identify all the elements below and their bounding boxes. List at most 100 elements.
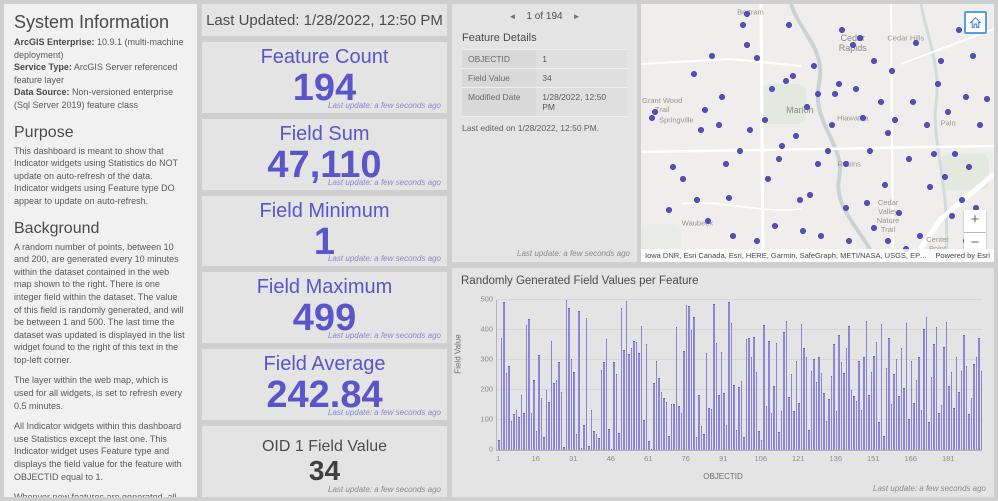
map-feature-point[interactable]: [803, 104, 810, 111]
map-feature-point[interactable]: [976, 122, 983, 129]
bar: [810, 370, 812, 450]
map-feature-point[interactable]: [789, 73, 796, 80]
map-feature-point[interactable]: [666, 207, 673, 214]
map-feature-point[interactable]: [959, 197, 966, 204]
map-feature-point[interactable]: [698, 127, 704, 134]
map-feature-point[interactable]: [680, 176, 687, 183]
map-feature-point[interactable]: [828, 122, 835, 129]
map-feature-point[interactable]: [867, 148, 874, 155]
map-feature-point[interactable]: [842, 204, 849, 211]
map-feature-point[interactable]: [938, 57, 945, 64]
map-feature-point[interactable]: [669, 163, 676, 170]
map-feature-point[interactable]: [754, 55, 761, 62]
map-feature-point[interactable]: [719, 93, 726, 100]
map-feature-point[interactable]: [856, 34, 863, 41]
map-feature-point[interactable]: [722, 160, 729, 167]
map-feature-point[interactable]: [895, 209, 902, 216]
map-feature-point[interactable]: [775, 155, 782, 162]
map-feature-point[interactable]: [754, 238, 761, 245]
map-feature-point[interactable]: [962, 93, 969, 100]
indicator-widget: Field Average 242.84 Last update: a few …: [202, 349, 447, 421]
map-feature-point[interactable]: [870, 225, 877, 232]
map-feature-point[interactable]: [779, 142, 786, 149]
map-feature-point[interactable]: [916, 233, 923, 240]
map-zoom-in-button[interactable]: +: [964, 210, 986, 232]
map-feature-point[interactable]: [839, 26, 846, 33]
map-home-button[interactable]: [964, 11, 987, 34]
map-feature-point[interactable]: [825, 148, 832, 155]
map-feature-point[interactable]: [913, 39, 920, 46]
map-feature-point[interactable]: [807, 191, 814, 198]
map-feature-point[interactable]: [881, 181, 888, 188]
map-feature-point[interactable]: [846, 238, 853, 245]
map-feature-point[interactable]: [800, 228, 807, 235]
bar: [970, 397, 972, 450]
map-feature-point[interactable]: [870, 57, 877, 64]
map-feature-point[interactable]: [743, 11, 750, 18]
map-feature-point[interactable]: [690, 70, 697, 77]
map-feature-point[interactable]: [927, 184, 934, 191]
map-feature-point[interactable]: [860, 114, 867, 121]
next-feature-arrow-icon[interactable]: ►: [572, 12, 581, 21]
map-feature-point[interactable]: [814, 91, 821, 98]
map-feature-point[interactable]: [909, 99, 916, 106]
map-feature-point[interactable]: [863, 199, 870, 206]
map-feature-point[interactable]: [652, 109, 659, 116]
bar: [633, 340, 635, 450]
map-feature-point[interactable]: [930, 150, 937, 157]
map-feature-point[interactable]: [740, 21, 747, 28]
map-feature-point[interactable]: [832, 91, 839, 98]
map-feature-point[interactable]: [923, 122, 930, 129]
map-feature-point[interactable]: [782, 78, 789, 85]
map-feature-point[interactable]: [948, 212, 955, 219]
bar: [823, 393, 825, 450]
bar: [850, 390, 852, 450]
map-feature-point[interactable]: [849, 42, 856, 49]
map-feature-point[interactable]: [818, 233, 825, 240]
map-feature-point[interactable]: [772, 222, 779, 229]
map-feature-point[interactable]: [743, 42, 750, 49]
map-feature-point[interactable]: [648, 114, 655, 121]
map-feature-point[interactable]: [952, 150, 959, 157]
bar: [863, 357, 865, 450]
map-feature-point[interactable]: [885, 130, 892, 136]
map-feature-point[interactable]: [729, 233, 736, 240]
x-tick-label: 61: [644, 454, 653, 463]
map-feature-point[interactable]: [765, 176, 772, 183]
map-feature-point[interactable]: [814, 160, 821, 167]
bar: [510, 420, 512, 450]
map-feature-point[interactable]: [945, 109, 952, 116]
map-feature-point[interactable]: [796, 197, 803, 204]
x-tick-label: 76: [681, 454, 690, 463]
map-feature-point[interactable]: [793, 132, 800, 139]
map-feature-point[interactable]: [810, 62, 817, 69]
map-feature-point[interactable]: [878, 99, 885, 106]
map-feature-point[interactable]: [966, 163, 973, 170]
map-feature-point[interactable]: [726, 194, 733, 201]
map-feature-point[interactable]: [701, 106, 708, 113]
map-feature-point[interactable]: [768, 86, 775, 93]
map-feature-point[interactable]: [955, 26, 962, 33]
map-feature-point[interactable]: [842, 160, 849, 167]
map-feature-point[interactable]: [969, 52, 976, 59]
map-feature-point[interactable]: [892, 117, 899, 124]
map-feature-point[interactable]: [708, 52, 715, 59]
map-feature-point[interactable]: [934, 80, 941, 87]
map-feature-point[interactable]: [983, 96, 990, 103]
map-feature-point[interactable]: [715, 122, 722, 129]
map-feature-point[interactable]: [853, 86, 860, 93]
bar: [655, 360, 657, 450]
map-feature-point[interactable]: [885, 238, 892, 245]
map-feature-point[interactable]: [705, 217, 712, 224]
map-feature-point[interactable]: [761, 117, 768, 124]
map-feature-point[interactable]: [888, 68, 895, 75]
map-feature-point[interactable]: [786, 21, 793, 28]
map-feature-point[interactable]: [736, 148, 743, 155]
map-feature-point[interactable]: [941, 173, 948, 180]
map-feature-point[interactable]: [747, 127, 754, 134]
map-feature-point[interactable]: [906, 155, 913, 162]
map-feature-point[interactable]: [694, 197, 701, 204]
map-feature-point[interactable]: [835, 80, 842, 87]
previous-feature-arrow-icon[interactable]: ◄: [508, 12, 517, 21]
